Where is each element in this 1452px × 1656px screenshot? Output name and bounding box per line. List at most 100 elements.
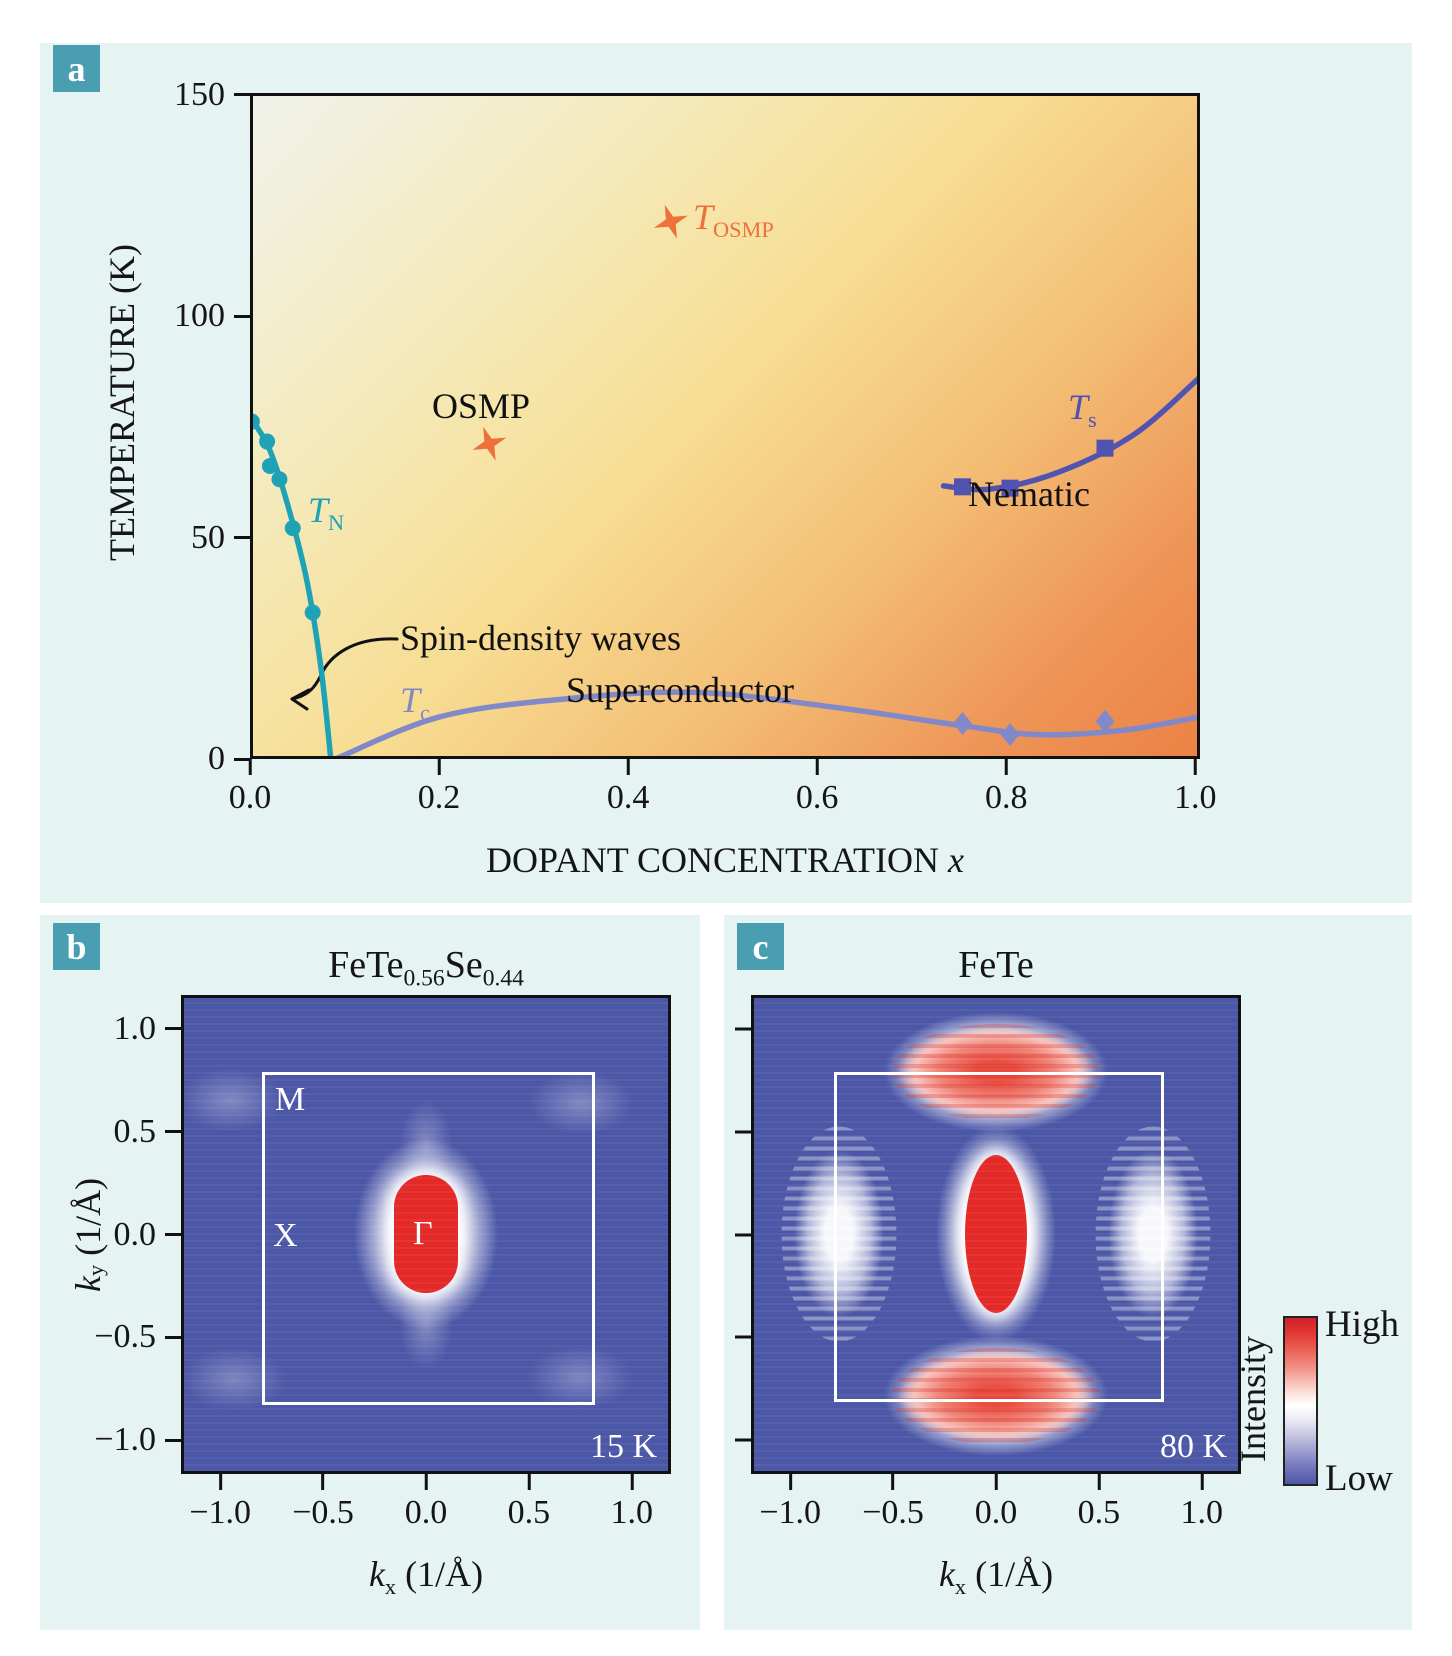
y-axis-title-text: TEMPERATURE (K): [102, 244, 142, 562]
panel-b-heatmap: M X Γ 15 K: [181, 995, 671, 1474]
panel-c-title: FeTe: [958, 944, 1034, 986]
osmp-region-label: OSMP: [432, 386, 531, 426]
tick: [731, 1335, 751, 1339]
tick: 0.0: [86, 1216, 181, 1254]
panel-b-card: b FeTe0.56Se0.44 ky (1/Å) 1.0 0.5 0.0 −0.5−…: [40, 915, 700, 1630]
colorbar-low-label: Low: [1325, 1458, 1393, 1499]
tick: [731, 1233, 751, 1236]
panel-a-letter: a: [67, 48, 86, 89]
nematic-label: Nematic: [968, 474, 1090, 514]
panel-a-card: a TEMPERATURE (K) 150 100 50 0 OSMP TOSMP T…: [40, 43, 1412, 903]
panel-c-y-ticks: [731, 995, 751, 1474]
colorbar: [1283, 1316, 1318, 1486]
tick: 0.0: [975, 1474, 1017, 1532]
brillouin-zone-c: [834, 1072, 1164, 1402]
panel-a-plot: OSMP TOSMP TN Tc Ts Superconductor Nemat…: [250, 93, 1200, 759]
tick: −0.5: [862, 1474, 924, 1532]
tick: [731, 1438, 751, 1442]
gamma-pocket-c-core: [965, 1155, 1027, 1313]
tick: 1.0: [1181, 1474, 1223, 1532]
bz-label-x: X: [273, 1217, 298, 1254]
tick: 1.0: [86, 1010, 181, 1048]
marker-diamond: [1000, 723, 1020, 747]
tick: 100: [150, 297, 250, 335]
tick: 0.4: [607, 759, 649, 817]
panel-b-x-axis-title: kx (1/Å): [368, 1554, 484, 1600]
tick: 0.8: [985, 759, 1027, 817]
curve-circle: [250, 414, 334, 759]
panel-c-letter: c: [752, 926, 769, 967]
corner-smudge-bottom-right: [510, 1334, 650, 1420]
marker-circle: [284, 520, 301, 537]
phase-diagram-svg: [250, 204, 1200, 759]
panel-a-label: a: [53, 45, 100, 92]
tick: 0: [150, 740, 250, 778]
osmp-star-icon: [472, 426, 507, 461]
marker-diamond: [953, 711, 972, 735]
panel-b-x-ticks: −1.0 −0.5 0.0 0.5 1.0: [181, 1474, 671, 1544]
tick: [731, 1027, 751, 1031]
panel-a-x-axis-title: DOPANT CONCENTRATION x: [250, 839, 1200, 881]
panel-a-y-axis-title: TEMPERATURE (K): [92, 93, 152, 713]
tick: −0.5: [292, 1474, 354, 1532]
curve-square: [940, 374, 1200, 493]
osmp-star-icon: [653, 204, 688, 239]
sdw-label: Spin-density waves: [400, 618, 681, 658]
tick: 0.0: [229, 759, 271, 817]
tick: [731, 1130, 751, 1133]
colorbar-high-label: High: [1325, 1304, 1399, 1345]
tick: 1.0: [611, 1474, 653, 1532]
marker-circle: [304, 604, 321, 621]
x-axis-title-text: DOPANT CONCENTRATION: [485, 840, 949, 880]
t-c-label: Tc: [400, 680, 430, 726]
tick: 0.2: [418, 759, 460, 817]
panel-c-x-axis-title: kx (1/Å): [938, 1554, 1054, 1600]
marker-square: [954, 478, 971, 496]
panel-c-label: c: [737, 923, 784, 970]
bz-label-m: M: [275, 1081, 306, 1118]
panel-c-temperature: 80 K: [1159, 1428, 1227, 1465]
superconductor-label: Superconductor: [566, 670, 794, 710]
panel-c-card: c FeTe 80 K −1.0 −0.5 0.0 0.5 1.0: [724, 915, 1412, 1630]
tick: 0.5: [508, 1474, 550, 1532]
tick: −0.5: [86, 1318, 181, 1356]
marker-circle: [271, 471, 288, 488]
marker-square: [1096, 439, 1114, 457]
panel-b-label: b: [53, 923, 100, 970]
tick: 0.5: [86, 1113, 181, 1151]
tick: 0.5: [1078, 1474, 1120, 1532]
bz-label-gamma: Γ: [413, 1215, 433, 1252]
panel-a-x-ticks: 0.0 0.2 0.4 0.6 0.8 1.0: [229, 759, 1217, 829]
tick: 1.0: [1174, 759, 1217, 817]
curve-diamond: [332, 689, 1200, 759]
panel-b-title: FeTe0.56Se0.44: [328, 944, 524, 992]
brillouin-zone-b: [262, 1072, 595, 1405]
marker-diamond: [1095, 709, 1115, 733]
tick: −1.0: [759, 1474, 821, 1532]
corner-smudge-top-left: [181, 1057, 300, 1143]
t-s-label: Ts: [1068, 387, 1097, 433]
tick: −1.0: [189, 1474, 251, 1532]
t-osmp-label: TOSMP: [693, 197, 774, 243]
tick: 150: [150, 76, 250, 114]
panel-b-letter: b: [66, 926, 87, 967]
marker-circle: [261, 457, 278, 474]
side-lobe-left: [781, 1126, 897, 1342]
tick: 50: [150, 519, 250, 557]
panel-a-y-ticks: 150 100 50 0: [150, 76, 250, 777]
panel-b-y-ticks: 1.0 0.5 0.0 −0.5 −1.0: [86, 995, 181, 1474]
gamma-pocket-core: [394, 1175, 458, 1293]
panel-c-x-ticks: −1.0 −0.5 0.0 0.5 1.0: [751, 1474, 1241, 1544]
tick: 0.6: [796, 759, 838, 817]
marker-square: [1001, 479, 1019, 497]
sdw-arrow: [290, 637, 399, 711]
side-lobe-right: [1095, 1126, 1211, 1342]
tick: −1.0: [86, 1421, 181, 1459]
panel-c-heatmap: 80 K: [751, 995, 1241, 1474]
panel-b-temperature: 15 K: [589, 1428, 657, 1465]
marker-circle: [259, 433, 276, 450]
corner-smudge-bottom-left: [181, 1336, 304, 1422]
t-n-label: TN: [308, 490, 345, 536]
x-axis-title-variable: x: [948, 840, 965, 880]
